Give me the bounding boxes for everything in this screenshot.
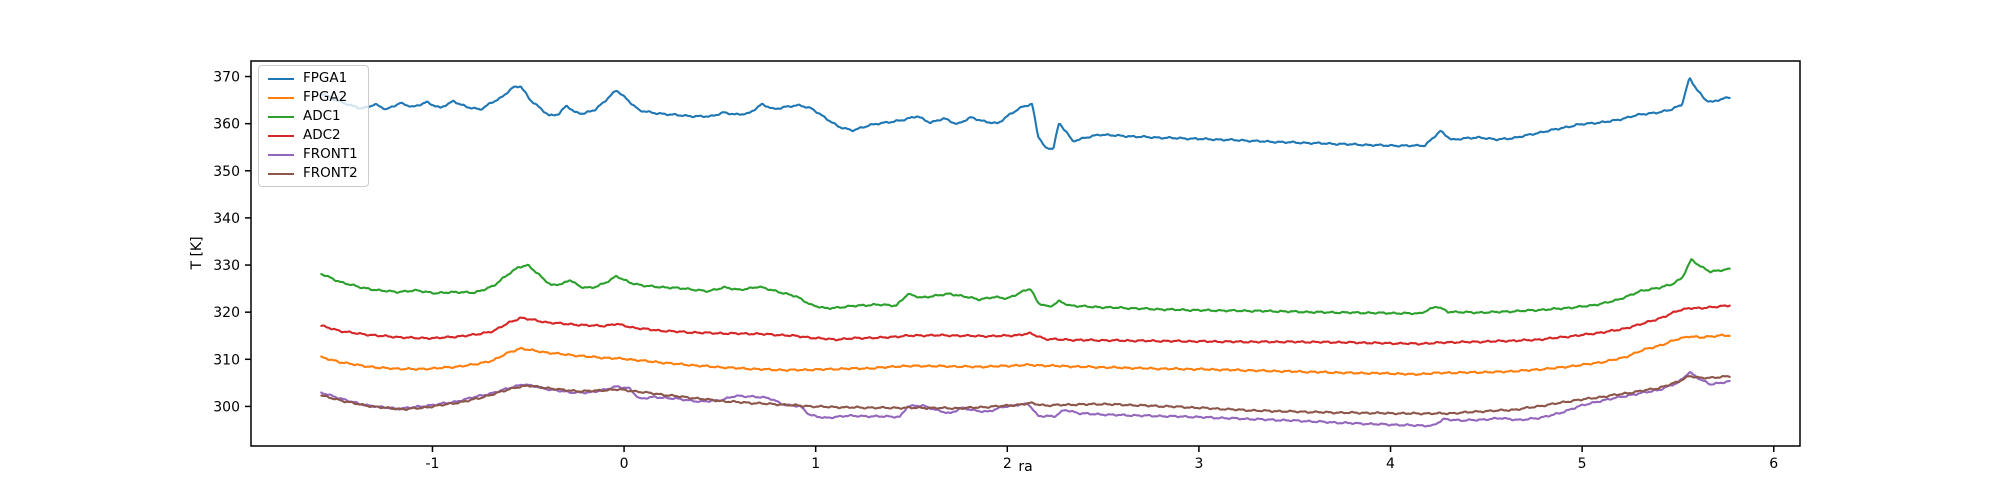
y-tick-label: 370 — [213, 70, 240, 86]
x-tick-label: 6 — [1769, 456, 1778, 472]
series-line-fpga1 — [320, 77, 1731, 151]
legend-label: FPGA1 — [303, 69, 348, 86]
legend-item-adc1: ADC1 — [268, 109, 358, 124]
series-line-adc1 — [320, 258, 1731, 316]
x-tick-label: -1 — [425, 456, 439, 472]
series-line-front1 — [320, 370, 1731, 428]
y-tick-label: 320 — [213, 305, 240, 321]
legend-item-fpga2: FPGA2 — [268, 90, 358, 105]
legend-item-front2: FRONT2 — [268, 166, 358, 181]
legend-label: FPGA2 — [303, 88, 348, 105]
y-tick-label: 330 — [213, 258, 240, 274]
x-tick-label: 1 — [811, 456, 820, 472]
legend-line-sample — [268, 115, 294, 118]
x-tick-label: 2 — [1003, 456, 1012, 472]
legend-label: FRONT2 — [303, 164, 358, 181]
legend-label: FRONT1 — [303, 145, 358, 162]
y-tick-label: 350 — [213, 164, 240, 180]
y-tick-label: 340 — [213, 211, 240, 227]
x-axis-label: ra — [1018, 459, 1033, 475]
legend-line-sample — [268, 134, 294, 137]
x-tick-label: 5 — [1578, 456, 1587, 472]
legend-item-front1: FRONT1 — [268, 147, 358, 162]
series-line-adc2 — [320, 304, 1731, 346]
legend-line-sample — [268, 96, 294, 99]
axes-spines — [250, 60, 1801, 447]
legend-line-sample — [268, 77, 294, 80]
y-tick-label: 360 — [213, 117, 240, 133]
legend-item-adc2: ADC2 — [268, 128, 358, 143]
x-tick-label: 4 — [1386, 456, 1395, 472]
legend-item-fpga1: FPGA1 — [268, 71, 358, 86]
series-line-fpga2 — [320, 333, 1731, 377]
legend-line-sample — [268, 172, 294, 175]
x-tick-label: 3 — [1194, 456, 1203, 472]
x-tick-label: 0 — [620, 456, 629, 472]
legend-label: ADC1 — [303, 107, 341, 124]
legend-label: ADC2 — [303, 126, 341, 143]
legend-line-sample — [268, 153, 294, 156]
series-line-front2 — [320, 374, 1731, 416]
y-axis-label: T [K] — [189, 236, 205, 270]
y-tick-label: 310 — [213, 352, 240, 368]
legend: FPGA1 FPGA2 ADC1 ADC2 FRONT1 FRONT2 — [258, 65, 369, 187]
y-tick-label: 300 — [213, 399, 240, 415]
